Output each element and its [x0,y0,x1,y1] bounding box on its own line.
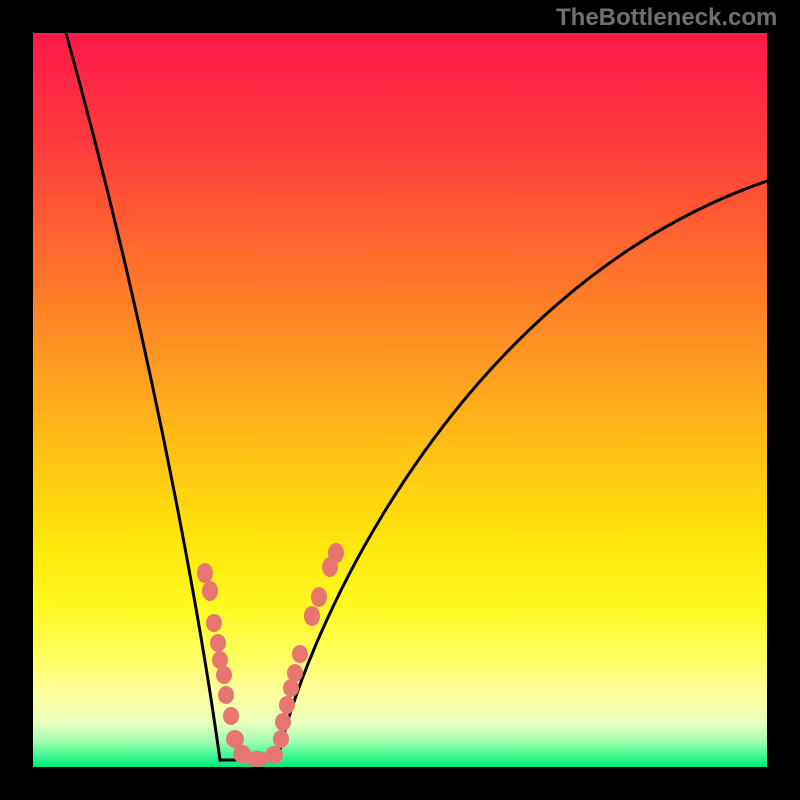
data-marker [304,606,320,626]
data-marker [292,645,308,663]
data-marker [197,563,213,583]
data-marker [218,686,234,704]
data-marker [279,696,295,714]
data-marker [273,730,289,748]
markers-group [197,543,344,767]
data-marker [287,664,303,682]
data-marker [206,614,222,632]
bottleneck-curve [66,33,767,760]
watermark-text: TheBottleneck.com [556,4,777,32]
data-marker [202,581,218,601]
data-marker [311,587,327,607]
curve-layer [33,33,767,767]
data-marker [210,634,226,652]
data-marker [275,713,291,731]
data-marker [328,543,344,563]
data-marker [265,746,283,764]
plot-area [33,33,767,767]
data-marker [216,666,232,684]
data-marker [223,707,239,725]
